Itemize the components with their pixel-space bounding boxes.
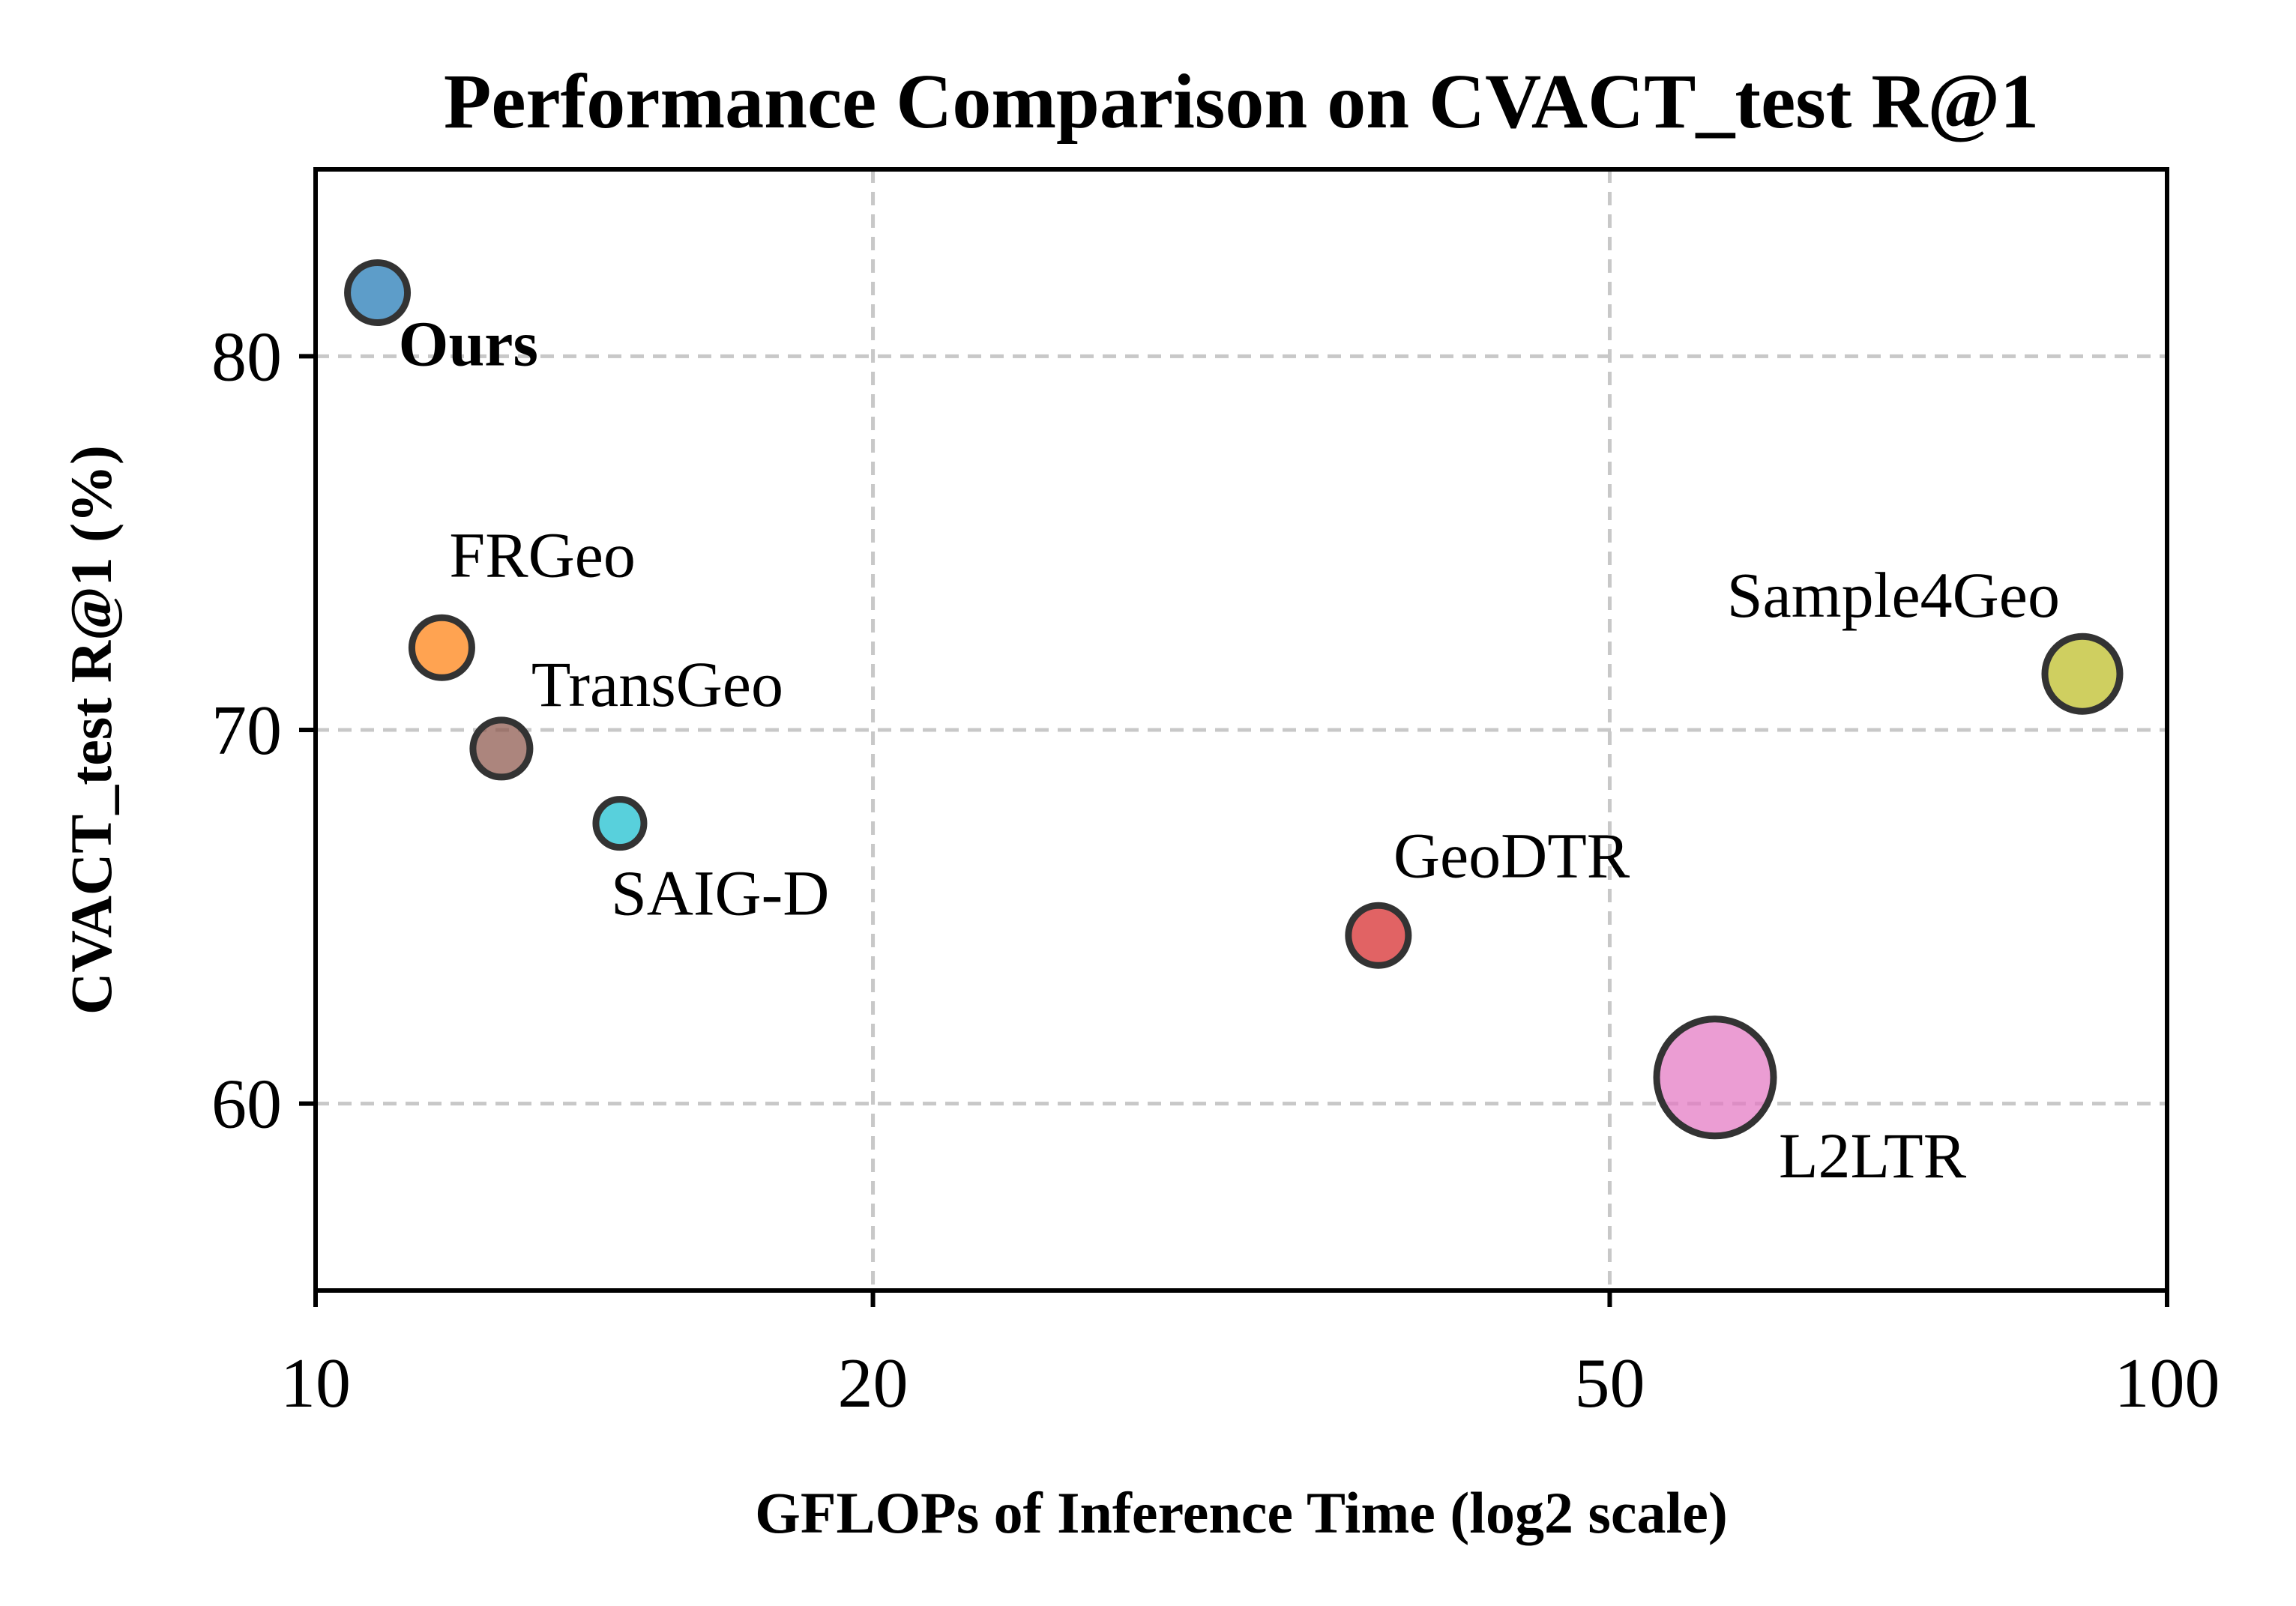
label-l2ltr: L2LTR xyxy=(1779,1120,1967,1192)
axis-ticks: 10 20 50 100 60 70 80 xyxy=(211,318,2220,1422)
point-transgeo xyxy=(469,716,534,781)
point-frgeo xyxy=(408,614,475,681)
label-saig-d: SAIG-D xyxy=(611,857,829,929)
x-tick-label: 100 xyxy=(2115,1344,2220,1422)
point-geodtr xyxy=(1345,902,1412,969)
point-labels: Ours FRGeo TransGeo SAIG-D GeoDTR L2LTR Sample… xyxy=(399,308,2060,1192)
label-ours: Ours xyxy=(399,308,538,380)
x-tick-label: 10 xyxy=(280,1344,351,1422)
y-tick-label: 70 xyxy=(211,692,282,770)
label-sample4geo: Sample4Geo xyxy=(1727,559,2060,631)
x-tick-label: 50 xyxy=(1574,1344,1645,1422)
label-transgeo: TransGeo xyxy=(531,648,783,720)
y-tick-label: 80 xyxy=(211,318,282,396)
chart-title: Performance Comparison on CVACT_test R@1 xyxy=(444,58,2039,145)
data-points xyxy=(344,259,2124,1140)
grid xyxy=(316,169,2167,1290)
x-axis-label: GFLOPs of Inference Time (log2 scale) xyxy=(755,1480,1728,1545)
point-saig-d xyxy=(592,796,648,851)
point-l2ltr xyxy=(1653,1015,1777,1140)
point-ours xyxy=(344,259,412,327)
y-axis-label: CVACT_test R@1 (%) xyxy=(58,445,124,1015)
label-geodtr: GeoDTR xyxy=(1393,819,1630,891)
label-frgeo: FRGeo xyxy=(449,519,635,591)
x-tick-label: 20 xyxy=(838,1344,909,1422)
point-sample4geo xyxy=(2041,633,2124,715)
y-tick-label: 60 xyxy=(211,1066,282,1144)
